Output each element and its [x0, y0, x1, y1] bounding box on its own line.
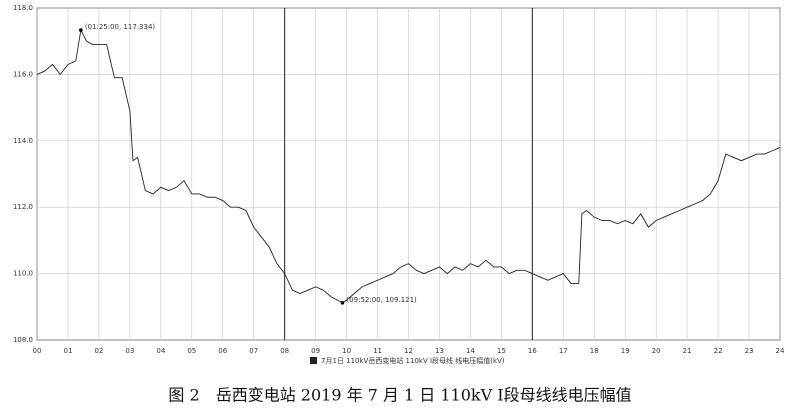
x-tick-label: 13 [435, 347, 444, 355]
x-tick-label: 24 [776, 347, 785, 355]
x-tick-label: 02 [94, 347, 103, 355]
x-tick-label: 20 [652, 347, 661, 355]
x-tick-label: 01 [63, 347, 72, 355]
x-tick-label: 11 [373, 347, 382, 355]
x-tick-label: 05 [187, 347, 196, 355]
annotation-point [340, 300, 345, 305]
x-tick-label: 14 [466, 347, 475, 355]
legend-swatch [310, 357, 317, 364]
x-tick-label: 06 [218, 347, 227, 355]
y-tick-label: 118.0 [13, 4, 33, 12]
x-tick-label: 03 [125, 347, 134, 355]
y-tick-label: 110.0 [13, 270, 33, 278]
x-tick-label: 16 [528, 347, 537, 355]
y-tick-label: 114.0 [13, 137, 33, 145]
x-tick-label: 17 [559, 347, 568, 355]
annotation-label: (01:25:00, 117.334) [85, 23, 156, 31]
x-tick-label: 09 [311, 347, 320, 355]
x-tick-label: 15 [497, 347, 506, 355]
x-tick-label: 23 [745, 347, 754, 355]
x-tick-label: 19 [621, 347, 630, 355]
y-tick-label: 116.0 [13, 70, 33, 78]
series-line [36, 28, 781, 304]
y-tick-label: 108.0 [13, 336, 33, 344]
x-tick-label: 00 [33, 347, 42, 355]
legend-label: 7月1日 110kV岳西变电站 110kV I段母线 线电压幅值(kV) [321, 356, 505, 365]
x-tick-label: 22 [714, 347, 723, 355]
x-tick-label: 04 [156, 347, 165, 355]
x-tick-label: 10 [342, 347, 351, 355]
x-tick-label: 21 [683, 347, 692, 355]
x-tick-label: 12 [404, 347, 413, 355]
x-tick-label: 08 [280, 347, 289, 355]
annotation-label: (09:52:00, 109.121) [346, 296, 417, 304]
y-tick-label: 112.0 [13, 203, 33, 211]
x-tick-label: 07 [249, 347, 258, 355]
caption: 图 2 岳西变电站 2019 年 7 月 1 日 110kV Ⅰ段母线线电压幅值 [168, 386, 631, 405]
x-tick-label: 18 [590, 347, 599, 355]
annotation-point [79, 28, 83, 32]
